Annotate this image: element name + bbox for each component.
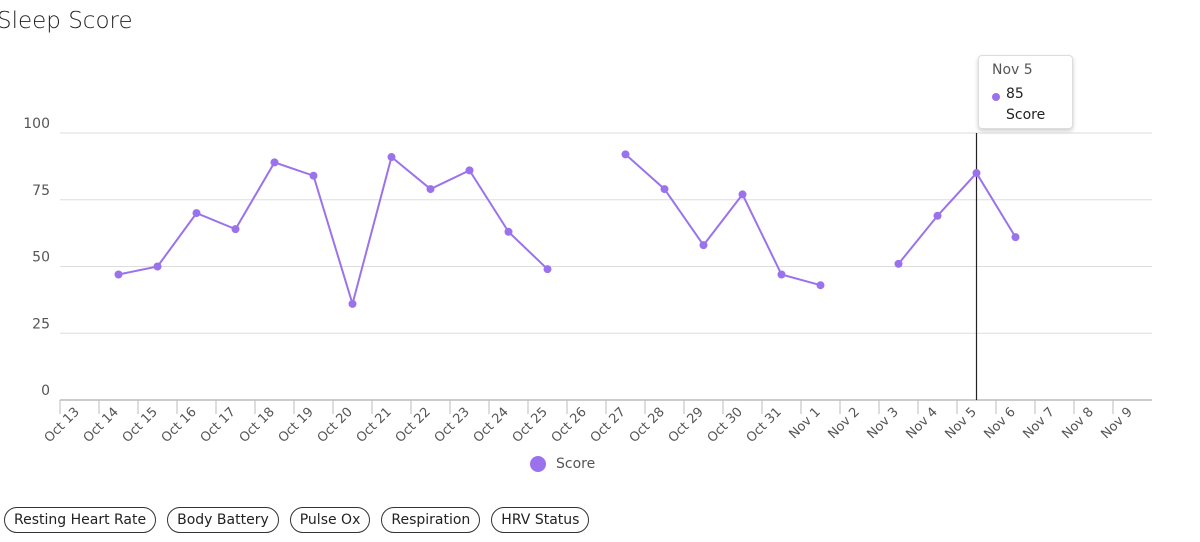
x-tick-label: Oct 18 <box>237 405 278 446</box>
point <box>1011 233 1020 242</box>
line <box>118 155 549 308</box>
x-tick-label: Oct 23 <box>432 405 473 446</box>
point <box>894 259 903 268</box>
x-tick-label: Oct 24 <box>471 405 512 446</box>
y-tick-label: 50 <box>32 250 50 266</box>
point <box>387 153 396 162</box>
point <box>270 158 279 167</box>
legend-swatch <box>530 456 546 472</box>
legend-label: Score <box>556 456 595 472</box>
x-tick-label: Nov 5 <box>942 405 979 442</box>
point <box>660 185 669 194</box>
point <box>777 270 786 279</box>
page-title: Sleep Score <box>0 8 133 34</box>
point <box>309 171 318 180</box>
tooltip: Nov 5 85 Score <box>978 55 1073 129</box>
metric-button[interactable]: Body Battery <box>167 507 279 533</box>
y-tick-label: 0 <box>41 383 50 399</box>
x-tick-label: Oct 30 <box>705 405 746 446</box>
x-tick-label: Oct 22 <box>393 405 434 446</box>
y-tick-label: 25 <box>32 316 50 332</box>
x-tick-label: Oct 14 <box>81 405 122 446</box>
point <box>153 262 162 271</box>
tooltip-series: Score <box>1006 107 1046 123</box>
y-tick-label: 75 <box>32 183 50 199</box>
x-tick-label: Oct 31 <box>744 405 785 446</box>
y-tick-label: 100 <box>23 116 50 132</box>
x-tick-label: Nov 2 <box>825 405 862 442</box>
button-bar: Resting Heart Rate Body Battery Pulse Ox Re… <box>4 507 590 533</box>
x-tick-label: Oct 13 <box>42 405 83 446</box>
x-tick-label: Nov 9 <box>1098 405 1135 442</box>
x-tick-label: Oct 25 <box>510 405 551 446</box>
point <box>933 211 942 220</box>
tooltip-category: Nov 5 <box>992 62 1033 78</box>
point <box>504 227 513 236</box>
line <box>624 153 821 287</box>
x-tick-label: Nov 6 <box>981 405 1018 442</box>
x-tick-label: Oct 27 <box>588 405 629 446</box>
tooltip-value: 85 <box>1006 86 1024 102</box>
point <box>621 150 630 159</box>
metric-button[interactable]: Respiration <box>381 507 481 533</box>
x-tick-label: Oct 17 <box>198 405 239 446</box>
metric-button[interactable]: Resting Heart Rate <box>4 507 157 533</box>
point <box>192 209 201 218</box>
point <box>348 299 357 308</box>
x-tick-label: Oct 19 <box>276 405 317 446</box>
x-tick-label: Oct 15 <box>120 405 161 446</box>
x-tick-label: Oct 26 <box>549 405 590 446</box>
point <box>699 241 708 250</box>
x-tick-label: Nov 4 <box>903 405 940 442</box>
x-tick-label: Oct 28 <box>627 405 668 446</box>
metric-button[interactable]: Pulse Ox <box>289 507 371 533</box>
x-tick-label: Nov 1 <box>786 405 823 442</box>
point <box>972 169 981 178</box>
tooltip-dot <box>992 93 1000 101</box>
x-tick-label: Nov 8 <box>1059 405 1096 442</box>
line <box>897 171 1017 265</box>
point <box>738 190 747 199</box>
point <box>114 270 123 279</box>
x-tick-label: Nov 3 <box>864 405 901 442</box>
point <box>465 166 474 175</box>
x-tick-label: Nov 7 <box>1020 405 1057 442</box>
point <box>816 281 825 290</box>
x-tick-label: Oct 29 <box>666 405 707 446</box>
x-tick-label: Oct 20 <box>315 405 356 446</box>
x-tick-label: Oct 16 <box>159 405 200 446</box>
x-tick-label: Oct 21 <box>354 405 395 446</box>
metric-button[interactable]: HRV Status <box>491 507 590 533</box>
point <box>231 225 240 234</box>
point <box>426 185 435 194</box>
point <box>543 265 552 274</box>
